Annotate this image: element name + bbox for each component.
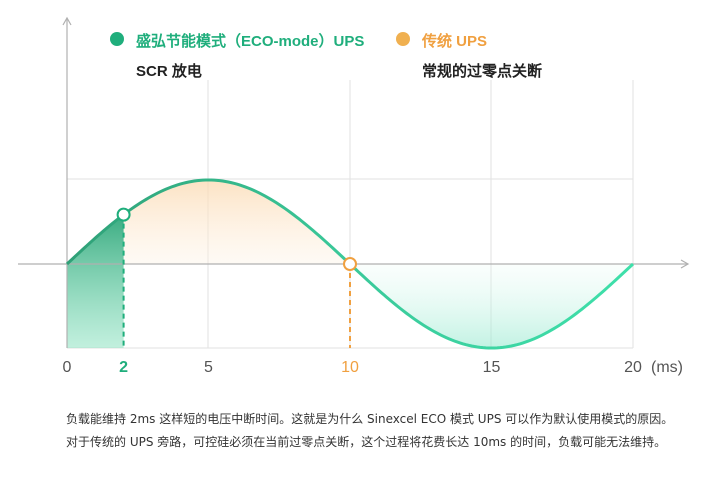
x-tick-label-10: 10 xyxy=(341,359,359,376)
negative-half-area xyxy=(350,264,633,348)
grid xyxy=(67,80,634,349)
eco-legend-subtitle: SCR 放电 xyxy=(136,63,202,80)
traditional-switch-point xyxy=(343,257,357,271)
x-tick-label-5: 5 xyxy=(204,359,213,376)
x-tick-label-2: 2 xyxy=(119,359,128,376)
caption-line-1: 负载能维持 2ms 这样短的电压中断时间。这就是为什么 Sinexcel ECO… xyxy=(66,412,674,426)
x-axis-unit: (ms) xyxy=(651,359,683,376)
eco-mode-area xyxy=(67,214,124,348)
x-axis-arrow xyxy=(680,259,690,269)
x-tick-label-20: 20 xyxy=(624,359,642,376)
caption-line-2: 对于传统的 UPS 旁路，可控硅必须在当前过零点关断，这个过程将花费长达 10m… xyxy=(66,435,667,449)
traditional-legend-title: 传统 UPS xyxy=(422,33,488,50)
traditional-legend-subtitle: 常规的过零点关断 xyxy=(422,63,543,80)
traditional-legend-dot xyxy=(396,32,410,46)
x-tick-label-0: 0 xyxy=(63,359,72,376)
x-tick-label-15: 15 xyxy=(483,359,501,376)
eco-legend-dot xyxy=(110,32,124,46)
y-axis-arrow xyxy=(62,16,72,26)
eco-switch-point xyxy=(116,207,131,222)
eco-legend-title: 盛弘节能模式（ECO-mode）UPS xyxy=(136,33,365,50)
traditional-ups-area xyxy=(123,180,350,264)
x-axis-tick-labels: 0 2 5 10 15 20 xyxy=(63,359,642,376)
